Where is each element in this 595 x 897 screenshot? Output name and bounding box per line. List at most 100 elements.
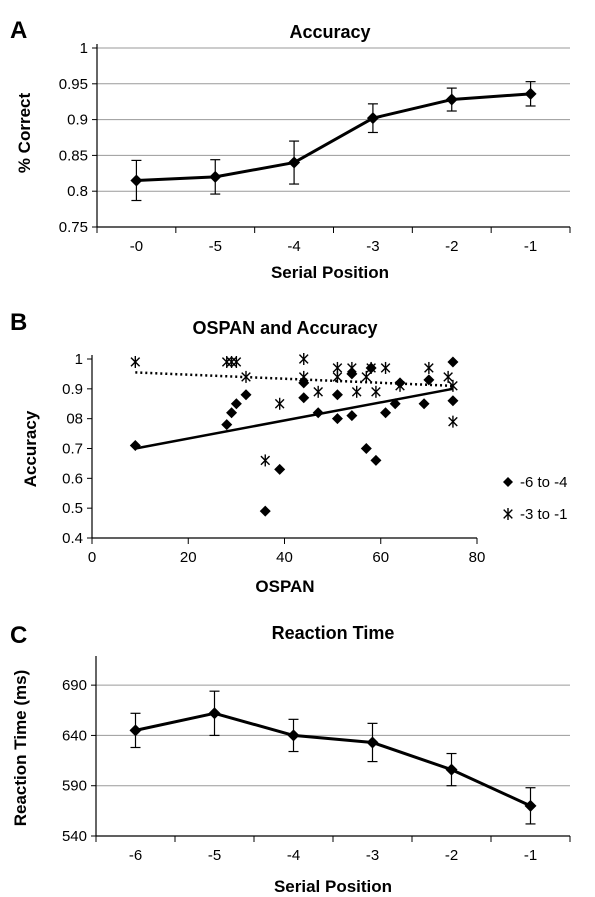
data-point — [524, 87, 537, 100]
y-tick-label: 0.85 — [59, 147, 88, 164]
scatter-point-6-to-4 — [298, 392, 310, 404]
x-tick-label: -3 — [366, 847, 379, 864]
panel-a-series-line — [136, 92, 531, 182]
x-tick-label: -1 — [524, 238, 537, 255]
panel-b-letter: B — [10, 309, 27, 336]
x-tick-label: -5 — [209, 238, 222, 255]
panel-a-markers — [130, 87, 537, 187]
panel-a-tick-labels: 0.75 0.8 0.85 0.9 0.95 1 -0 -5 -4 -3 -2 -1 — [59, 40, 537, 255]
x-tick-label: -1 — [524, 847, 537, 864]
panel-b-points — [129, 353, 459, 517]
data-point — [129, 724, 142, 737]
scatter-point-6-to-4 — [389, 398, 401, 410]
scatter-point-3-to-1 — [448, 415, 458, 428]
panel-a-x-axis-label: Serial Position — [271, 263, 389, 282]
panel-b-axes — [87, 355, 478, 544]
scatter-point-6-to-4 — [447, 356, 459, 368]
x-tick-label: 40 — [276, 549, 293, 566]
y-tick-label: 0.9 — [67, 112, 88, 129]
scatter-point-3-to-1 — [395, 379, 405, 392]
legend-diamond — [503, 477, 513, 487]
x-tick-label: 20 — [180, 549, 197, 566]
data-point — [445, 93, 458, 106]
x-tick-label: -4 — [287, 238, 300, 255]
scatter-point-3-to-1 — [347, 361, 357, 374]
scatter-point-3-to-1 — [274, 397, 285, 410]
y-tick-label: 1 — [75, 351, 83, 368]
panel-b-trendlines — [135, 371, 454, 450]
y-tick-label: 0.95 — [59, 76, 88, 93]
scatter-point-3-to-1 — [361, 370, 372, 383]
panel-b-x-axis-label: OSPAN — [255, 577, 314, 596]
scatter-point-6-to-4 — [259, 505, 271, 517]
legend-asterisk-marker — [503, 508, 513, 520]
scatter-point-3-to-1 — [231, 355, 242, 368]
scatter-point-6-to-4 — [418, 398, 430, 410]
panel-c-y-axis-label: Reaction Time (ms) — [11, 670, 30, 827]
panel-b-ospan-scatter: B OSPAN and Accuracy 0.40.50.60.7080.910… — [10, 309, 568, 596]
scatter-point-6-to-4 — [447, 395, 459, 407]
panel-c-axes — [91, 656, 571, 842]
data-point — [366, 112, 379, 125]
x-tick-label: 80 — [469, 549, 486, 566]
panel-c-title: Reaction Time — [272, 623, 395, 643]
scatter-point-6-to-4 — [129, 440, 141, 452]
data-point — [287, 729, 300, 742]
scatter-point-3-to-1 — [448, 379, 458, 392]
data-point — [524, 799, 537, 812]
panel-c-error-bars — [130, 690, 536, 825]
y-tick-label: 0.4 — [62, 530, 83, 547]
y-tick-label: 0.75 — [59, 219, 88, 236]
scatter-point-3-to-1 — [371, 385, 381, 398]
y-tick-label: 690 — [62, 677, 87, 694]
panel-a-title: Accuracy — [289, 22, 370, 42]
scatter-point-3-to-1 — [424, 361, 434, 374]
panel-b-tick-labels: 0.4 0.5 0.6 0.7 08 0.9 1 0 20 40 60 80 — [62, 351, 485, 566]
trendline-3-to-1 — [135, 371, 453, 388]
scatter-point-3-to-1 — [221, 355, 232, 368]
panel-c-x-axis-label: Serial Position — [274, 877, 392, 896]
data-point — [288, 156, 301, 169]
x-tick-label: -3 — [366, 238, 379, 255]
scatter-point-6-to-4 — [331, 413, 343, 425]
y-tick-label: 1 — [80, 40, 88, 57]
series-line — [136, 92, 531, 182]
scatter-point-3-to-1 — [351, 385, 362, 398]
y-tick-label: 640 — [62, 727, 87, 744]
scatter-point-6-to-4 — [312, 407, 324, 419]
scatter-point-3-to-1 — [130, 355, 141, 368]
y-tick-label: 0.5 — [62, 500, 83, 517]
scatter-point-3-to-1 — [313, 385, 324, 398]
scatter-point-6-to-4 — [226, 407, 238, 419]
scatter-point-6-to-4 — [274, 463, 286, 475]
legend-diamond-marker — [503, 477, 513, 487]
x-tick-label: -2 — [445, 238, 458, 255]
scatter-point-6-to-4 — [360, 443, 372, 454]
series-line — [135, 711, 532, 808]
panel-a-axes — [92, 44, 571, 233]
legend-asterisk — [503, 508, 513, 520]
data-point — [445, 763, 458, 776]
panel-a-accuracy-chart: A Accuracy 0.75 0.8 0.85 0.9 0.95 1 -0 -5 -4 -3 -2… — [10, 17, 571, 282]
panel-a-y-axis-label: % Correct — [15, 93, 34, 174]
y-tick-label: 590 — [62, 778, 87, 795]
panel-c-tick-labels: 540 590 640 690 -6 -5 -4 -3 -2 -1 — [62, 677, 537, 864]
scatter-point-6-to-4 — [380, 407, 392, 419]
scatter-point-6-to-4 — [240, 389, 252, 401]
scatter-point-6-to-4 — [331, 389, 343, 401]
x-tick-label: -0 — [130, 238, 143, 255]
scatter-point-3-to-1 — [443, 370, 453, 383]
y-tick-label: 540 — [62, 828, 87, 845]
scatter-point-6-to-4 — [230, 398, 242, 410]
x-tick-label: 60 — [372, 549, 389, 566]
panel-b-title: OSPAN and Accuracy — [192, 318, 377, 338]
y-tick-label: 0.8 — [67, 183, 88, 200]
scatter-point-6-to-4 — [423, 374, 435, 386]
panel-b-y-axis-label: Accuracy — [21, 410, 40, 487]
legend-label-6-to-4: -6 to -4 — [520, 474, 568, 491]
y-tick-label: 0.7 — [62, 441, 83, 458]
trendline-6-to-4 — [135, 387, 454, 450]
data-point — [209, 170, 222, 183]
scatter-point-6-to-4 — [221, 419, 233, 431]
